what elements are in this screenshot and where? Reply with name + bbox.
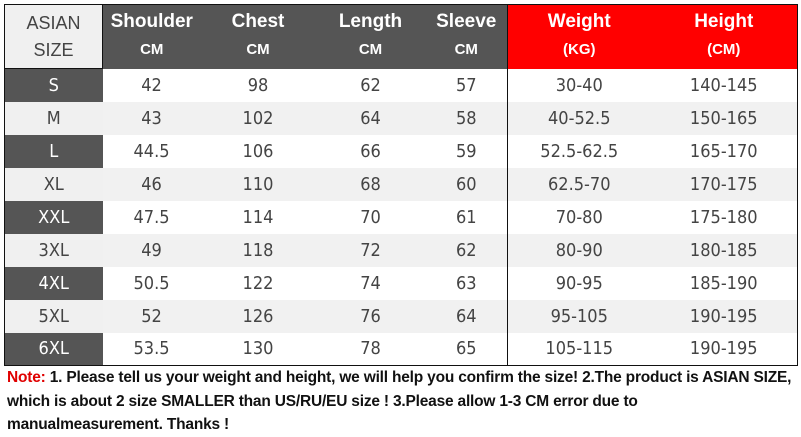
header-label: Sleeve (436, 10, 497, 32)
table-row: 4XL 50.5 122 74 63 90-95 185-190 (4, 266, 798, 300)
cell-length: 74 (315, 266, 426, 300)
cell-size: 5XL (4, 299, 103, 333)
cell-chest: 106 (200, 134, 316, 168)
table-row: S 42 98 62 57 30-40 140-145 (4, 68, 798, 102)
table-row: XXL 47.5 114 70 61 70-80 175-180 (4, 200, 798, 234)
cell-length: 76 (315, 299, 426, 333)
cell-length: 64 (315, 101, 426, 135)
header-label: Chest (231, 10, 285, 32)
header-unit: (KG) (563, 40, 596, 58)
cell-shoulder: 46 (102, 167, 201, 201)
cell-sleeve: 65 (425, 332, 508, 366)
cell-size: S (4, 68, 103, 102)
header-chest: Chest CM (200, 4, 316, 69)
header-row: ASIAN SIZE Shoulder CM Chest CM Length CM Sleeve… (4, 4, 798, 69)
cell-size: 6XL (4, 332, 103, 366)
cell-weight: 90-95 (507, 266, 651, 300)
header-label: Height (694, 10, 754, 32)
header-label: Length (338, 10, 403, 32)
cell-weight: 30-40 (507, 68, 651, 102)
table-row: 3XL 49 118 72 62 80-90 180-185 (4, 233, 798, 267)
cell-weight: 95-105 (507, 299, 651, 333)
header-length: Length CM (315, 4, 426, 69)
cell-chest: 130 (200, 332, 316, 366)
cell-sleeve: 57 (425, 68, 508, 102)
cell-weight: 70-80 (507, 200, 651, 234)
cell-sleeve: 59 (425, 134, 508, 168)
cell-size: 3XL (4, 233, 103, 267)
cell-length: 70 (315, 200, 426, 234)
header-sleeve: Sleeve CM (425, 4, 508, 69)
header-weight: Weight (KG) (507, 4, 651, 69)
cell-chest: 114 (200, 200, 316, 234)
cell-chest: 118 (200, 233, 316, 267)
cell-height: 150-165 (650, 101, 798, 135)
table-row: 5XL 52 126 76 64 95-105 190-195 (4, 299, 798, 333)
table-row: M 43 102 64 58 40-52.5 150-165 (4, 101, 798, 135)
size-chart-table: ASIAN SIZE Shoulder CM Chest CM Length CM Sleeve… (4, 4, 798, 366)
cell-sleeve: 58 (425, 101, 508, 135)
cell-length: 72 (315, 233, 426, 267)
note-label: Note: (7, 369, 46, 386)
cell-chest: 126 (200, 299, 316, 333)
header-unit: CM (358, 40, 383, 58)
cell-shoulder: 44.5 (102, 134, 201, 168)
cell-size: M (4, 101, 103, 135)
cell-weight: 105-115 (507, 332, 651, 366)
cell-sleeve: 62 (425, 233, 508, 267)
cell-size: XL (4, 167, 103, 201)
cell-shoulder: 49 (102, 233, 201, 267)
cell-chest: 102 (200, 101, 316, 135)
cell-length: 66 (315, 134, 426, 168)
header-unit: CM (454, 40, 478, 58)
cell-height: 165-170 (650, 134, 798, 168)
cell-height: 190-195 (650, 332, 798, 366)
cell-height: 190-195 (650, 299, 798, 333)
cell-sleeve: 60 (425, 167, 508, 201)
cell-height: 185-190 (650, 266, 798, 300)
cell-height: 175-180 (650, 200, 798, 234)
cell-height: 140-145 (650, 68, 798, 102)
note-text: 1. Please tell us your weight and height… (7, 369, 792, 433)
cell-weight: 80-90 (507, 233, 651, 267)
cell-length: 62 (315, 68, 426, 102)
cell-sleeve: 63 (425, 266, 508, 300)
cell-sleeve: 64 (425, 299, 508, 333)
cell-length: 68 (315, 167, 426, 201)
header-height: Height (CM) (650, 4, 798, 69)
header-shoulder: Shoulder CM (102, 4, 201, 69)
header-unit: SIZE (33, 39, 74, 60)
cell-shoulder: 53.5 (102, 332, 201, 366)
cell-shoulder: 50.5 (102, 266, 201, 300)
header-unit: CM (246, 40, 270, 58)
cell-weight: 52.5-62.5 (507, 134, 651, 168)
cell-shoulder: 43 (102, 101, 201, 135)
header-unit: CM (140, 40, 164, 58)
cell-weight: 40-52.5 (507, 101, 651, 135)
cell-chest: 110 (200, 167, 316, 201)
cell-shoulder: 47.5 (102, 200, 201, 234)
cell-size: XXL (4, 200, 103, 234)
cell-height: 180-185 (650, 233, 798, 267)
cell-weight: 62.5-70 (507, 167, 651, 201)
header-unit: (CM) (707, 40, 741, 58)
cell-chest: 98 (200, 68, 316, 102)
header-label: Weight (547, 10, 611, 32)
header-label: Shoulder (110, 10, 193, 32)
table-row: 6XL 53.5 130 78 65 105-115 190-195 (4, 332, 798, 366)
cell-chest: 122 (200, 266, 316, 300)
cell-height: 170-175 (650, 167, 798, 201)
cell-length: 78 (315, 332, 426, 366)
cell-shoulder: 42 (102, 68, 201, 102)
cell-size: L (4, 134, 103, 168)
header-size: ASIAN SIZE (4, 4, 103, 69)
header-label: ASIAN (26, 12, 81, 33)
cell-sleeve: 61 (425, 200, 508, 234)
cell-size: 4XL (4, 266, 103, 300)
table-row: XL 46 110 68 60 62.5-70 170-175 (4, 167, 798, 201)
size-note: Note: 1. Please tell us your weight and … (7, 366, 797, 437)
table-row: L 44.5 106 66 59 52.5-62.5 165-170 (4, 134, 798, 168)
cell-shoulder: 52 (102, 299, 201, 333)
